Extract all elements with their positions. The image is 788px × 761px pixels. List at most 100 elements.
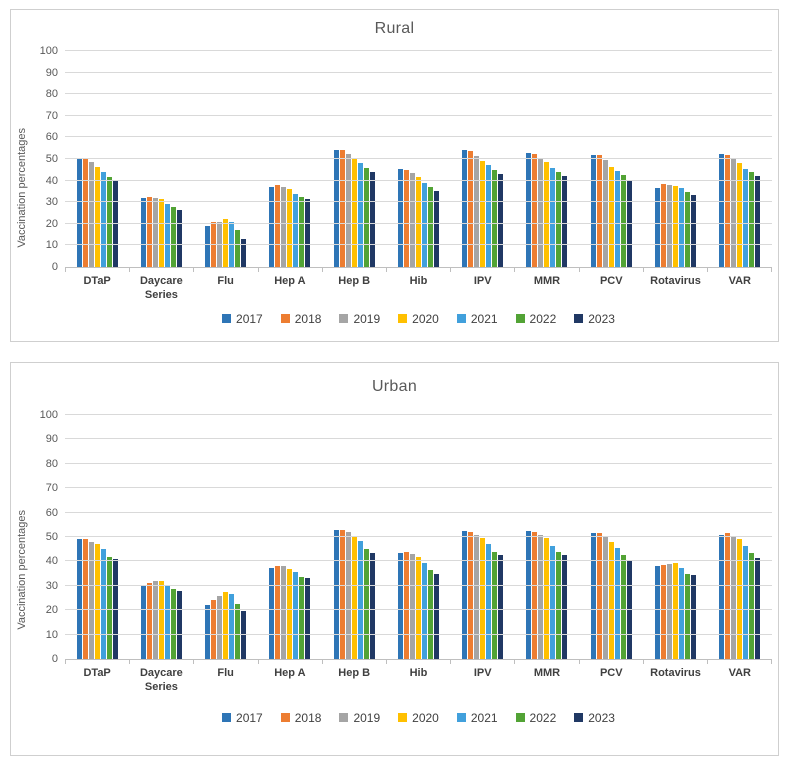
bar-group-hep-a [258, 415, 322, 659]
bar-dtap-2020 [94, 544, 100, 659]
bar-var-2023 [755, 557, 761, 659]
gridline [65, 511, 772, 513]
bar-hep-b-2022 [363, 167, 369, 267]
x-axis-labels: DTaP Daycare Series Flu Hep A Hep B Hib IPV MMR… [65, 667, 772, 695]
legend-label: 2018 [294, 311, 322, 326]
bar-dtap-2018 [82, 539, 88, 659]
bar-hib-2020 [415, 177, 421, 267]
bar-var-2019 [731, 157, 737, 267]
legend-label: 2018 [294, 710, 322, 725]
legend-swatch-2019 [339, 713, 349, 722]
gridline [65, 222, 772, 224]
bar-var-2023 [755, 176, 761, 267]
bar-flu-2020 [223, 219, 229, 267]
bar-hep-a-2017 [269, 187, 275, 267]
bar-rotavirus-2021 [679, 567, 685, 659]
gridline [65, 609, 772, 611]
y-axis-ticks: 100 90 80 70 60 50 40 30 20 10 0 [39, 409, 58, 665]
bar-pcv-2018 [596, 154, 602, 267]
bar-hib-2018 [403, 551, 409, 659]
legend-label: 2019 [353, 710, 381, 725]
bar-group-dtap [65, 415, 129, 659]
bar-dtap-2018 [82, 159, 88, 267]
bar-hep-b-2023 [369, 171, 375, 267]
x-tick-mark [450, 660, 514, 664]
bar-hep-a-2021 [293, 572, 299, 659]
bar-hep-b-2018 [339, 529, 345, 659]
bar-hep-b-2021 [357, 163, 363, 267]
bar-pcv-2019 [602, 160, 608, 267]
legend-item-2021: 2021 [456, 312, 498, 326]
x-tick-mark [65, 268, 129, 272]
bar-mmr-2023 [562, 176, 568, 267]
bar-pcv-2019 [602, 537, 608, 659]
bar-dtap-2017 [76, 539, 82, 659]
bar-group-daycare-series [129, 415, 193, 659]
bar-daycare-series-2018 [146, 196, 152, 267]
bar-group-rotavirus [643, 51, 707, 267]
legend-label: 2023 [588, 710, 615, 725]
bar-group-ipv [451, 415, 515, 659]
bar-flu-2021 [229, 221, 235, 267]
bar-hep-b-2017 [333, 150, 339, 267]
gridline [65, 158, 772, 159]
bar-dtap-2021 [100, 549, 106, 659]
bar-groups [65, 415, 772, 659]
gridline [65, 414, 772, 415]
bar-dtap-2021 [100, 171, 106, 267]
bar-group-hib [386, 51, 450, 267]
x-tick-mark [706, 660, 771, 664]
bar-daycare-series-2017 [140, 584, 146, 659]
bar-rotavirus-2017 [655, 566, 661, 659]
bar-dtap-2017 [76, 159, 82, 267]
bar-ipv-2017 [462, 530, 468, 659]
gridline [65, 50, 772, 51]
bar-daycare-series-2022 [170, 206, 176, 267]
bar-pcv-2020 [608, 166, 614, 267]
bar-daycare-series-2021 [164, 584, 170, 659]
bar-group-daycare-series [129, 51, 193, 267]
bar-flu-2019 [217, 221, 223, 267]
legend-item-2023: 2023 [574, 711, 615, 725]
bar-mmr-2017 [526, 152, 532, 267]
bar-hep-a-2019 [281, 187, 287, 267]
legend-swatch-2023 [574, 314, 584, 323]
bar-flu-2019 [217, 595, 223, 659]
bar-hep-b-2021 [357, 540, 363, 659]
y-axis-label: Vaccination percentages [16, 509, 28, 630]
bar-flu-2017 [205, 605, 211, 659]
bar-rotavirus-2020 [673, 562, 679, 659]
bar-var-2021 [743, 168, 749, 267]
bar-group-rotavirus [643, 415, 707, 659]
bar-group-mmr [515, 415, 579, 659]
legend-swatch-2020 [398, 314, 408, 323]
x-tick-mark [65, 660, 129, 664]
x-axis-ticks [65, 660, 772, 664]
x-category-label: Daycare Series [139, 275, 183, 301]
legend-label: 2020 [412, 311, 439, 326]
legend-item-2022: 2022 [515, 312, 556, 326]
x-category-label: Hep A [274, 667, 306, 679]
bar-hep-a-2022 [299, 577, 305, 659]
bar-hib-2022 [427, 569, 433, 659]
bar-hib-2023 [433, 191, 439, 267]
bar-group-ipv [451, 51, 515, 267]
x-category-label: Flu [217, 667, 234, 679]
bar-rotavirus-2020 [673, 186, 679, 267]
bar-hib-2019 [409, 173, 415, 267]
bar-daycare-series-2019 [152, 197, 158, 267]
legend-item-2020: 2020 [398, 312, 439, 326]
x-tick-mark [257, 660, 322, 664]
gridline [65, 560, 772, 562]
x-tick-mark [385, 268, 450, 272]
bar-ipv-2022 [492, 169, 498, 267]
bar-var-2021 [743, 545, 749, 659]
gridline [65, 71, 772, 73]
bar-flu-2023 [241, 238, 247, 267]
bar-mmr-2018 [532, 153, 538, 267]
bar-hib-2019 [409, 554, 415, 659]
legend-item-2023: 2023 [574, 312, 615, 326]
bar-mmr-2022 [556, 551, 562, 659]
gridline [65, 536, 772, 537]
x-category-label: VAR [728, 275, 751, 287]
